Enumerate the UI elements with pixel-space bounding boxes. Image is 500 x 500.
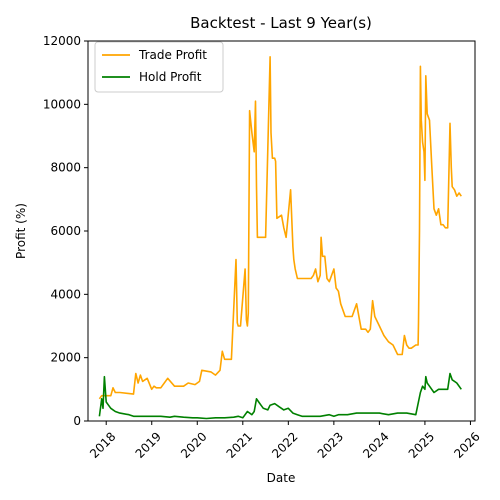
x-axis-title: Date bbox=[267, 471, 296, 485]
y-tick-label: 4000 bbox=[50, 287, 81, 301]
legend-label-trade-profit: Trade Profit bbox=[138, 48, 207, 62]
series-line-hold-profit bbox=[98, 372, 462, 420]
chart-title: Backtest - Last 9 Year(s) bbox=[190, 14, 372, 32]
y-tick-label: 2000 bbox=[50, 351, 81, 365]
y-tick-label: 6000 bbox=[50, 224, 81, 238]
y-tick-label: 0 bbox=[73, 414, 81, 428]
legend-label-hold-profit: Hold Profit bbox=[139, 70, 202, 84]
y-axis-title: Profit (%) bbox=[14, 203, 28, 259]
y-axis-ticks: 0 2000 4000 6000 8000 10000 12000 bbox=[43, 34, 88, 428]
series-line-trade-profit bbox=[98, 55, 462, 400]
y-tick-label: 12000 bbox=[43, 34, 81, 48]
legend: Trade Profit Hold Profit bbox=[94, 41, 224, 93]
plot-lines bbox=[98, 55, 462, 420]
y-tick-label: 8000 bbox=[50, 161, 81, 175]
y-tick-label: 10000 bbox=[43, 97, 81, 111]
plot-frame bbox=[87, 40, 476, 422]
